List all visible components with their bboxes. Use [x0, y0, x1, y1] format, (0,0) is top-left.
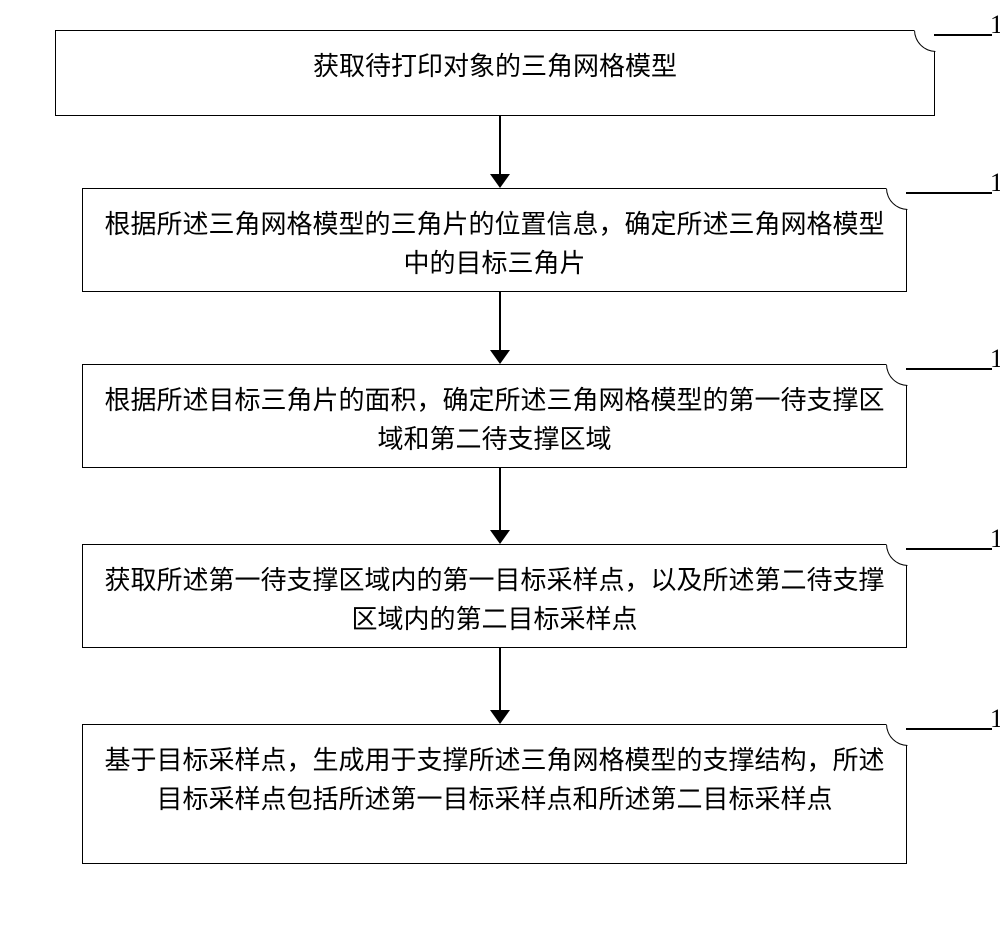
connector-105 — [906, 728, 992, 730]
step-label-104: 104 — [990, 524, 1000, 554]
notch-103 — [886, 364, 908, 386]
step-box-102: 根据所述三角网格模型的三角片的位置信息，确定所述三角网格模型中的目标三角片 — [82, 188, 907, 292]
step-box-103: 根据所述目标三角片的面积，确定所述三角网格模型的第一待支撑区域和第二待支撑区域 — [82, 364, 907, 468]
step-wrapper-102: 根据所述三角网格模型的三角片的位置信息，确定所述三角网格模型中的目标三角片 10… — [50, 188, 950, 292]
arrow-line-1 — [499, 116, 501, 174]
arrow-head-1 — [490, 174, 510, 188]
step-text-101: 获取待打印对象的三角网格模型 — [313, 52, 677, 81]
step-box-105: 基于目标采样点，生成用于支撑所述三角网格模型的支撑结构，所述目标采样点包括所述第… — [82, 724, 907, 864]
step-text-105: 基于目标采样点，生成用于支撑所述三角网格模型的支撑结构，所述目标采样点包括所述第… — [104, 746, 884, 814]
step-label-103: 103 — [990, 344, 1000, 374]
arrow-line-2 — [499, 292, 501, 350]
arrow-line-3 — [499, 468, 501, 530]
step-box-104: 获取所述第一待支撑区域内的第一目标采样点，以及所述第二待支撑区域内的第二目标采样… — [82, 544, 907, 648]
step-label-102: 102 — [990, 168, 1000, 198]
arrow-3 — [490, 468, 510, 544]
notch-102 — [886, 188, 908, 210]
notch-104 — [886, 544, 908, 566]
arrow-1 — [490, 116, 510, 188]
arrow-line-4 — [499, 648, 501, 710]
step-label-101: 101 — [990, 10, 1000, 40]
step-text-102: 根据所述三角网格模型的三角片的位置信息，确定所述三角网格模型中的目标三角片 — [104, 210, 884, 278]
connector-102 — [906, 192, 992, 194]
connector-103 — [906, 368, 992, 370]
arrow-4 — [490, 648, 510, 724]
notch-101 — [914, 30, 936, 52]
connector-101 — [934, 34, 992, 36]
arrow-head-4 — [490, 710, 510, 724]
step-wrapper-103: 根据所述目标三角片的面积，确定所述三角网格模型的第一待支撑区域和第二待支撑区域 … — [50, 364, 950, 468]
arrow-head-2 — [490, 350, 510, 364]
step-box-101: 获取待打印对象的三角网格模型 — [55, 30, 935, 116]
notch-105 — [886, 724, 908, 746]
step-wrapper-105: 基于目标采样点，生成用于支撑所述三角网格模型的支撑结构，所述目标采样点包括所述第… — [50, 724, 950, 864]
flowchart-container: 获取待打印对象的三角网格模型 101 根据所述三角网格模型的三角片的位置信息，确… — [0, 30, 1000, 864]
arrow-2 — [490, 292, 510, 364]
step-wrapper-104: 获取所述第一待支撑区域内的第一目标采样点，以及所述第二待支撑区域内的第二目标采样… — [50, 544, 950, 648]
arrow-head-3 — [490, 530, 510, 544]
step-text-103: 根据所述目标三角片的面积，确定所述三角网格模型的第一待支撑区域和第二待支撑区域 — [104, 386, 884, 454]
connector-104 — [906, 548, 992, 550]
step-text-104: 获取所述第一待支撑区域内的第一目标采样点，以及所述第二待支撑区域内的第二目标采样… — [104, 566, 884, 634]
step-wrapper-101: 获取待打印对象的三角网格模型 101 — [50, 30, 950, 116]
step-label-105: 105 — [990, 704, 1000, 734]
